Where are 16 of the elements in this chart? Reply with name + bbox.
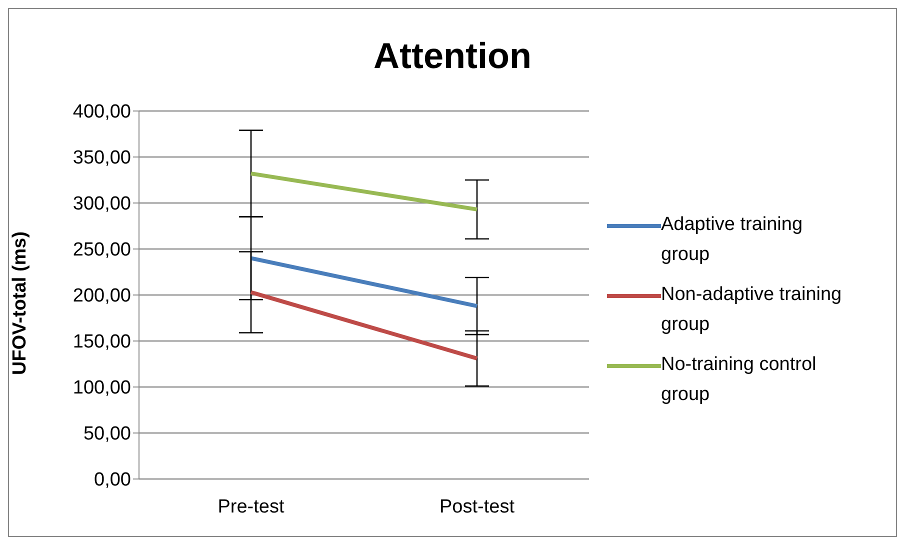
y-tick-label: 150,00: [72, 332, 131, 353]
y-axis-title: UFOV-total (ms): [10, 231, 31, 375]
x-tick-label: Pre-test: [218, 496, 285, 518]
legend-label: Adaptive training group: [661, 213, 804, 267]
x-tick-label: Post-test: [440, 496, 516, 518]
y-tick-label: 350,00: [72, 148, 131, 169]
y-tick-label: 0,00: [94, 470, 131, 491]
y-tick-label: 300,00: [72, 194, 131, 215]
y-tick-label: 50,00: [83, 424, 131, 445]
legend-label: No-training control group: [661, 353, 818, 407]
y-tick-label: 250,00: [72, 240, 131, 261]
chart-title: Attention: [372, 34, 532, 78]
y-tick-label: 400,00: [72, 102, 131, 123]
legend-label: Non-adaptive training group: [661, 283, 843, 337]
y-tick-label: 100,00: [72, 378, 131, 399]
y-tick-label: 200,00: [72, 286, 131, 307]
